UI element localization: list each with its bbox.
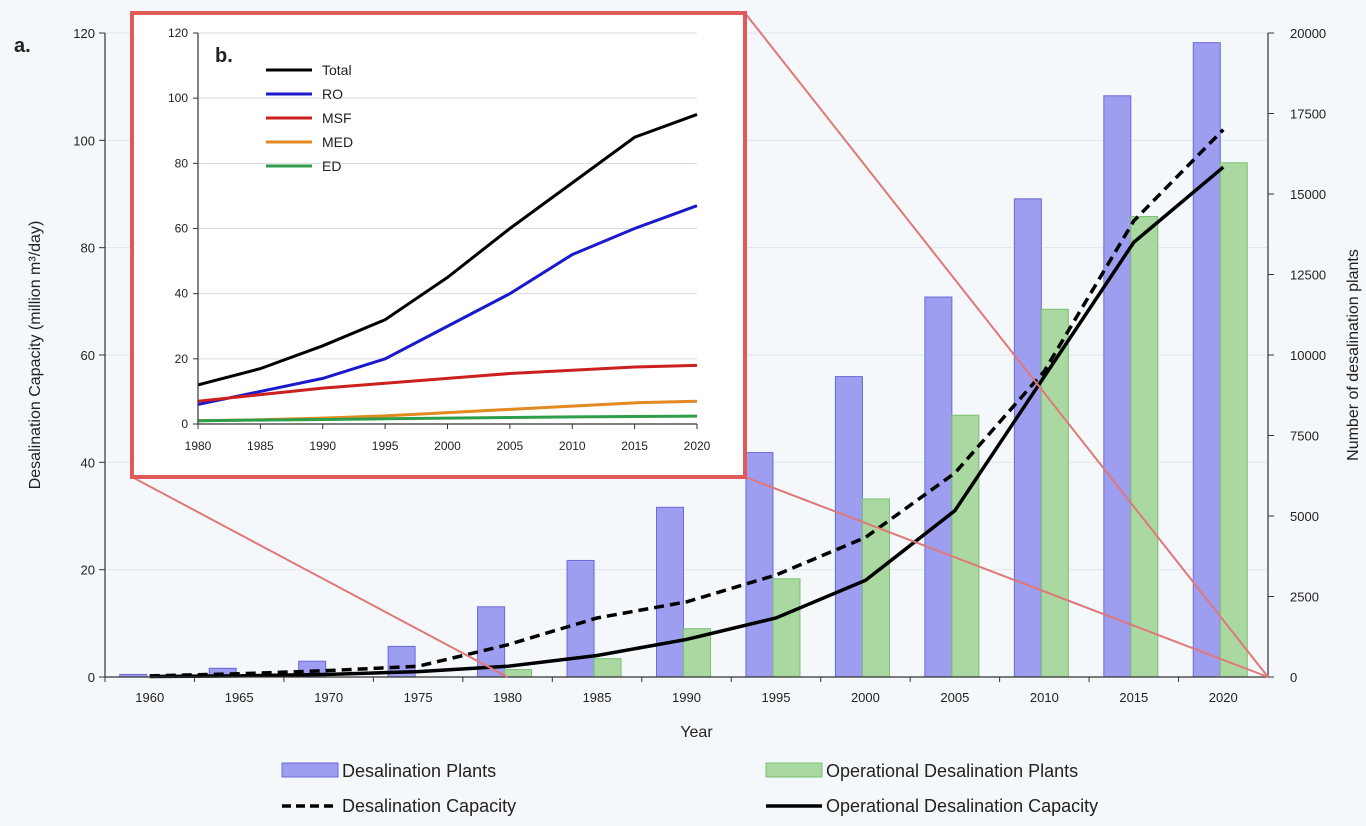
inset-x-tick-label: 2020 <box>684 439 711 453</box>
x-tick-label: 2010 <box>1030 690 1059 705</box>
inset-line-msf <box>197 363 698 403</box>
y-tick-label: 120 <box>73 26 95 41</box>
line-desalination-capacity <box>149 128 1225 678</box>
x-tick-label: 2005 <box>940 690 969 705</box>
panel-label-a: a. <box>14 35 31 57</box>
panel-b: 0 20 40 60 80 100 120 1980 1985 1990 1995 2000 2005 2… <box>130 11 747 479</box>
inset-x-tick-label: 1985 <box>247 439 274 453</box>
bar-operational-plants <box>593 658 622 678</box>
bar-operational-plants <box>1130 216 1159 678</box>
x-axis-label: Year <box>680 724 713 741</box>
inset-y-tick-label: 120 <box>168 26 188 40</box>
bar-desalination-plants <box>1103 95 1132 678</box>
inset-y-tick-label: 40 <box>175 287 189 301</box>
main-legend: Desalination Plants Operational Desalinat… <box>281 761 1098 816</box>
x-tick-label: 1980 <box>493 690 522 705</box>
legend-swatch-operational-plants <box>765 762 823 778</box>
legend-label: Operational Desalination Plants <box>826 761 1078 781</box>
y-axis-label: Desalination Capacity (million m³/day) <box>27 221 44 490</box>
inset-x-tick-label: 2005 <box>497 439 524 453</box>
inset-y-tick-label: 80 <box>175 156 189 170</box>
bar-operational-plants <box>951 414 980 678</box>
zoom-connectors <box>131 12 1269 678</box>
inset-x-tick-label: 1990 <box>309 439 336 453</box>
inset-x-tick-label: 2010 <box>559 439 586 453</box>
inset-line-ed <box>197 414 698 423</box>
x-tick-label: 1960 <box>135 690 164 705</box>
inset-x-tick-label: 1995 <box>372 439 399 453</box>
inset-y-tick-label: 0 <box>181 417 188 431</box>
x-tick-label: 2015 <box>1119 690 1148 705</box>
inset-legend-label: MED <box>322 134 353 150</box>
inset-y-tick-label: 100 <box>168 91 188 105</box>
y2-tick-label: 5000 <box>1290 509 1319 524</box>
zoom-connector <box>131 476 509 678</box>
bar-operational-plants <box>504 669 533 678</box>
inset-legend-label: RO <box>322 86 343 102</box>
zoom-connector <box>744 476 1269 678</box>
inset-y-tick-label: 60 <box>175 222 189 236</box>
y-tick-label: 80 <box>81 241 95 256</box>
x-tick-label: 1975 <box>404 690 433 705</box>
y2-tick-label: 20000 <box>1290 26 1326 41</box>
inset-line-total <box>197 113 698 387</box>
y2-tick-label: 15000 <box>1290 187 1326 202</box>
x-tick-label: 2000 <box>851 690 880 705</box>
x-tick-label: 1995 <box>762 690 791 705</box>
y2-tick-label: 10000 <box>1290 348 1326 363</box>
bar-desalination-plants <box>1192 42 1221 678</box>
x-tick-label: 1965 <box>225 690 254 705</box>
inset-x-tick-label: 1980 <box>185 439 212 453</box>
inset-legend-label: Total <box>322 62 352 78</box>
x-tick-label: 1985 <box>583 690 612 705</box>
inset-x-tick-label: 2000 <box>434 439 461 453</box>
inset-y-tick-label: 20 <box>175 352 189 366</box>
inset-frame <box>130 11 747 479</box>
zoom-connector <box>744 12 1269 678</box>
legend-label: Operational Desalination Capacity <box>826 796 1098 816</box>
inset-legend: Total RO MSF MED ED <box>266 62 353 174</box>
legend-label: Desalination Plants <box>342 761 496 781</box>
y-tick-label: 20 <box>81 563 95 578</box>
bar-desalination-plants <box>656 506 684 678</box>
y2-tick-label: 0 <box>1290 670 1297 685</box>
line-operational-capacity <box>149 165 1225 679</box>
bar-operational-plants <box>861 498 890 678</box>
x-tick-label: 1990 <box>672 690 701 705</box>
legend-swatch-plants <box>281 762 339 778</box>
y2-tick-label: 2500 <box>1290 590 1319 605</box>
bar-operational-plants <box>1219 162 1248 678</box>
inset-x-tick-label: 2015 <box>621 439 648 453</box>
y2-tick-label: 17500 <box>1290 107 1326 122</box>
x-tick-label: 2020 <box>1209 690 1238 705</box>
y-tick-label: 100 <box>73 133 95 148</box>
inset-legend-label: ED <box>322 158 341 174</box>
bar-operational-plants <box>772 578 801 678</box>
bar-desalination-plants <box>745 452 774 678</box>
panel-label-b: b. <box>215 45 233 67</box>
legend-label: Desalination Capacity <box>342 796 516 816</box>
x-tick-label: 1970 <box>314 690 343 705</box>
y2-tick-label: 7500 <box>1290 429 1319 444</box>
y-tick-label: 40 <box>81 455 95 470</box>
y-tick-label: 60 <box>81 348 95 363</box>
bar-desalination-plants <box>1013 198 1042 678</box>
y2-tick-label: 12500 <box>1290 268 1326 283</box>
panel-a: 0 20 40 60 80 100 120 0 2500 5000 7500 10000 12500 15… <box>14 26 1362 741</box>
inset-legend-label: MSF <box>322 110 352 126</box>
bar-operational-plants <box>1040 308 1069 678</box>
y-tick-label: 0 <box>88 670 95 685</box>
inset-line-ro <box>197 204 698 406</box>
bar-desalination-plants <box>834 376 863 678</box>
y2-axis-label: Number of desalination plants <box>1345 249 1362 461</box>
